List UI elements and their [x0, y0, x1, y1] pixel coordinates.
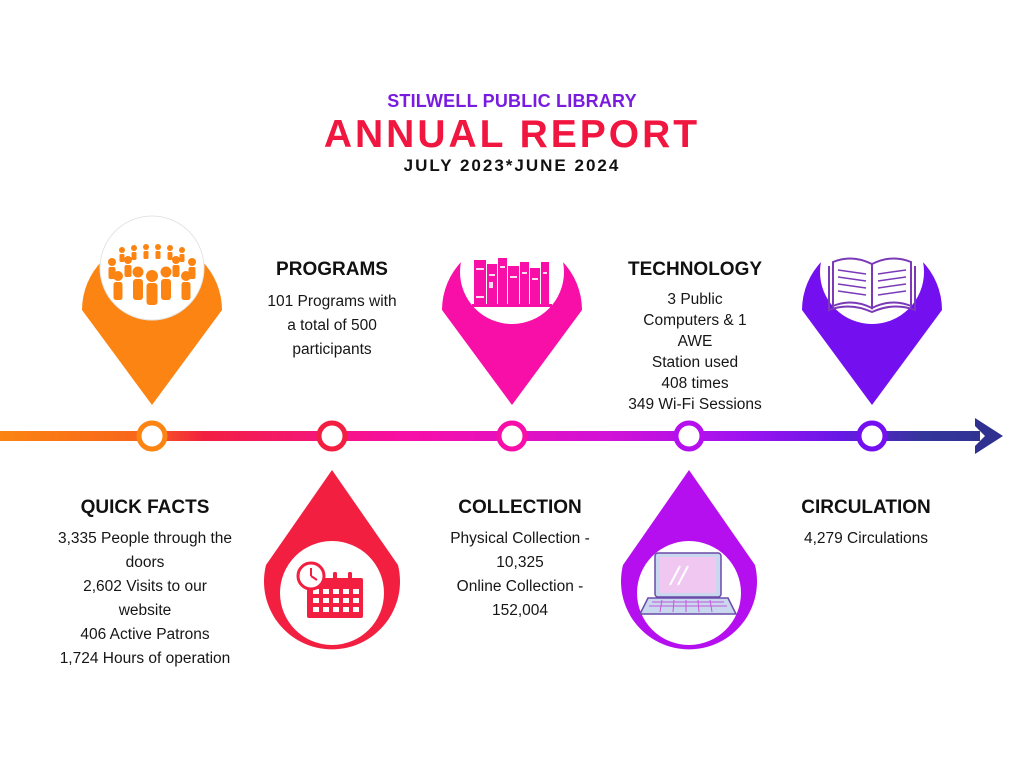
programs-title: PROGRAMS	[276, 259, 388, 280]
technology-section: TECHNOLOGY 3 Public Computers & 1 AWE St…	[585, 259, 805, 415]
collection-line: 10,325	[496, 554, 544, 571]
quick-facts-lines: 3,335 People through the doors 2,602 Vis…	[20, 527, 270, 671]
calendar-clock-icon	[296, 561, 363, 618]
timeline-node	[856, 420, 888, 452]
report-period: JULY 2023*JUNE 2024	[403, 156, 621, 175]
programs-line: 101 Programs with	[267, 293, 397, 310]
circulation-pin	[802, 220, 942, 405]
quick-facts-line: doors	[125, 554, 165, 571]
programs-lines: 101 Programs with a total of 500 partici…	[222, 290, 442, 362]
programs-line: a total of 500	[287, 317, 377, 334]
circulation-lines: 4,279 Circulations	[766, 527, 966, 551]
books-shelf-icon	[472, 258, 552, 307]
collection-line: Physical Collection -	[450, 530, 590, 547]
collection-title: COLLECTION	[458, 497, 582, 518]
programs-line: participants	[292, 341, 372, 358]
quick-facts-line: website	[118, 602, 172, 619]
quick-facts-line: 406 Active Patrons	[80, 626, 210, 643]
timeline-line	[0, 431, 980, 441]
technology-lines: 3 Public Computers & 1 AWE Station used …	[585, 289, 805, 415]
technology-line: AWE	[677, 333, 713, 350]
quick-facts-line: 1,724 Hours of operation	[59, 650, 231, 667]
timeline-node	[673, 420, 705, 452]
open-book-icon	[828, 257, 916, 314]
collection-section: COLLECTION Physical Collection - 10,325 …	[410, 497, 630, 623]
circulation-line: 4,279 Circulations	[803, 530, 929, 547]
circulation-section: CIRCULATION 4,279 Circulations	[766, 497, 966, 551]
timeline-nodes	[136, 420, 888, 452]
quick-facts-line: 2,602 Visits to our	[83, 578, 207, 595]
report-title: ANNUAL REPORT	[323, 113, 701, 156]
quick-facts-title: QUICK FACTS	[80, 497, 210, 518]
people-crowd-icon	[108, 244, 196, 305]
technology-line: 349 Wi-Fi Sessions	[628, 396, 762, 413]
timeline-arrow-head	[975, 418, 1003, 454]
quick-facts-line: 3,335 People through the	[57, 530, 233, 547]
collection-line: Online Collection -	[456, 578, 584, 595]
collection-line: 152,004	[491, 602, 549, 619]
technology-line: Station used	[651, 354, 739, 371]
technology-title: TECHNOLOGY	[627, 259, 763, 280]
technology-line: 408 times	[661, 375, 729, 392]
timeline-node	[496, 420, 528, 452]
collection-pin	[442, 220, 582, 405]
programs-section: PROGRAMS 101 Programs with a total of 50…	[222, 259, 442, 362]
quick-facts-pin	[82, 215, 222, 405]
laptop-icon	[638, 552, 738, 615]
technology-line: 3 Public	[667, 291, 723, 308]
timeline-node	[136, 420, 168, 452]
quick-facts-section: QUICK FACTS 3,335 People through the doo…	[20, 497, 270, 671]
programs-pin	[264, 470, 401, 650]
circulation-title: CIRCULATION	[801, 497, 931, 518]
library-name: STILWELL PUBLIC LIBRARY	[387, 91, 637, 111]
technology-pin	[621, 470, 758, 650]
technology-line: Computers & 1	[643, 312, 747, 329]
timeline-node	[316, 420, 348, 452]
collection-lines: Physical Collection - 10,325 Online Coll…	[410, 527, 630, 623]
